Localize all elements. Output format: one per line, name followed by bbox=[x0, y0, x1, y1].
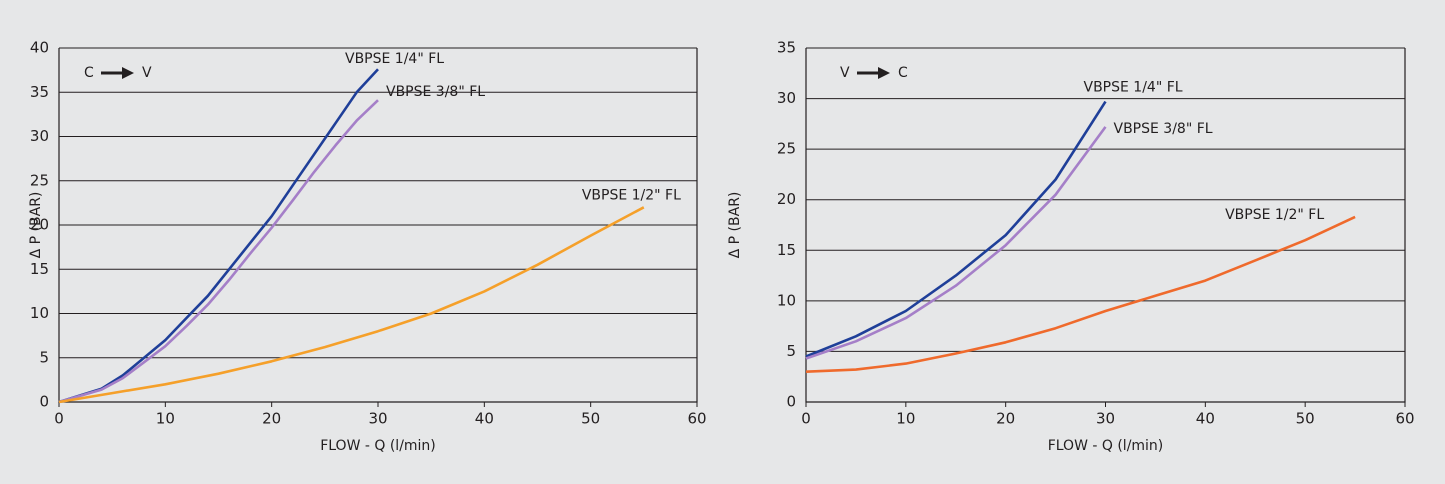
x-tick-label: 0 bbox=[54, 410, 64, 428]
x-tick-label: 20 bbox=[996, 410, 1015, 428]
y-tick-label: 20 bbox=[30, 216, 49, 234]
y-axis-title: Δ P (BAR) bbox=[28, 192, 44, 259]
y-tick-label: 15 bbox=[30, 260, 49, 278]
x-tick-label: 30 bbox=[1096, 410, 1115, 428]
x-tick-label: 50 bbox=[581, 410, 600, 428]
y-tick-label: 35 bbox=[30, 83, 49, 101]
direction-to: C bbox=[898, 65, 908, 81]
y-tick-label: 25 bbox=[777, 140, 796, 158]
series-label: VBPSE 1/2" FL bbox=[582, 187, 681, 203]
y-axis-title: Δ P (BAR) bbox=[727, 192, 743, 259]
direction-from: V bbox=[840, 65, 850, 81]
data-line bbox=[58, 99, 379, 404]
y-tick-label: 5 bbox=[786, 342, 796, 360]
x-tick-label: 60 bbox=[1395, 410, 1414, 428]
plot-frame bbox=[805, 48, 1406, 403]
chart: 0 5 10 15 20 25 30 35 0 10 20 30 40 50 60 FLOW - Q (l/m… bbox=[727, 39, 1415, 455]
y-tick-label: 10 bbox=[30, 304, 49, 322]
x-tick-label: 30 bbox=[368, 410, 387, 428]
data-line bbox=[58, 68, 379, 404]
x-tick-label: 50 bbox=[1296, 410, 1315, 428]
direction-from: C bbox=[84, 65, 94, 81]
direction-arrowhead bbox=[122, 67, 134, 79]
y-tick-label: 20 bbox=[777, 190, 796, 208]
y-tick-label: 0 bbox=[39, 393, 49, 411]
direction-arrowhead bbox=[878, 67, 890, 79]
x-axis-title: FLOW - Q (l/min) bbox=[320, 438, 436, 454]
x-tick-label: 0 bbox=[801, 410, 811, 428]
series-label: VBPSE 1/4" FL bbox=[1084, 80, 1183, 96]
series-label: VBPSE 1/4" FL bbox=[345, 51, 444, 67]
plot-frame bbox=[58, 48, 698, 403]
y-tick-label: 10 bbox=[777, 291, 796, 309]
x-tick-label: 60 bbox=[687, 410, 706, 428]
y-tick-label: 5 bbox=[39, 348, 49, 366]
y-tick-label: 25 bbox=[30, 171, 49, 189]
y-tick-label: 40 bbox=[30, 39, 49, 57]
y-tick-label: 30 bbox=[30, 127, 49, 145]
x-tick-label: 10 bbox=[156, 410, 175, 428]
data-line bbox=[58, 206, 645, 404]
y-tick-label: 0 bbox=[786, 393, 796, 411]
direction-to: V bbox=[142, 65, 152, 81]
x-axis-title: FLOW - Q (l/min) bbox=[1048, 438, 1164, 454]
data-line bbox=[805, 215, 1356, 373]
x-tick-label: 10 bbox=[896, 410, 915, 428]
x-tick-label: 40 bbox=[1196, 410, 1215, 428]
data-line bbox=[805, 100, 1107, 358]
x-tick-label: 40 bbox=[475, 410, 494, 428]
y-tick-label: 35 bbox=[777, 39, 796, 57]
data-line bbox=[805, 126, 1107, 360]
y-tick-label: 30 bbox=[777, 89, 796, 107]
y-tick-label: 15 bbox=[777, 241, 796, 259]
x-tick-label: 20 bbox=[262, 410, 281, 428]
series-label: VBPSE 3/8" FL bbox=[386, 84, 485, 100]
chart: 0 5 10 15 20 25 30 35 40 0 10 20 30 40 50 60 FLOW - Q (l… bbox=[28, 39, 707, 455]
series-label: VBPSE 1/2" FL bbox=[1225, 207, 1324, 223]
series-label: VBPSE 3/8" FL bbox=[1114, 121, 1213, 137]
